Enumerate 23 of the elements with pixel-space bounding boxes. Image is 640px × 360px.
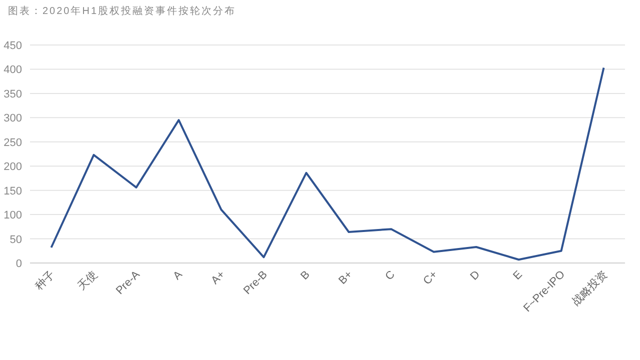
x-tick-label: 天使 [76, 268, 100, 293]
x-tick-label: C [383, 268, 398, 283]
x-tick-label: A [171, 268, 186, 282]
x-tick-label: B [298, 268, 312, 282]
chart-title: 图表：2020年H1股权投融资事件按轮次分布 [8, 5, 236, 17]
x-tick-label: A+ [209, 268, 228, 287]
x-tick-label: B+ [336, 268, 355, 287]
y-tick-label: 350 [4, 88, 22, 100]
line-series [50, 66, 605, 261]
y-tick-label: 300 [4, 112, 22, 125]
x-tick-label: 种子 [32, 268, 58, 293]
x-tick-label: C+ [421, 268, 440, 288]
x-tick-label: 战略投资 [570, 268, 610, 308]
y-tick-label: 50 [10, 234, 22, 246]
y-tick-label: 400 [4, 64, 22, 76]
y-tick-label: 0 [16, 258, 22, 270]
x-tick-label: D [468, 268, 482, 283]
y-tick-label: 150 [4, 185, 22, 198]
y-tick-label: 450 [4, 40, 22, 52]
y-tick-label: 250 [4, 136, 22, 149]
x-tick-label: E [511, 268, 525, 282]
y-tick-label: 100 [4, 210, 22, 222]
y-tick-label: 200 [4, 161, 22, 174]
